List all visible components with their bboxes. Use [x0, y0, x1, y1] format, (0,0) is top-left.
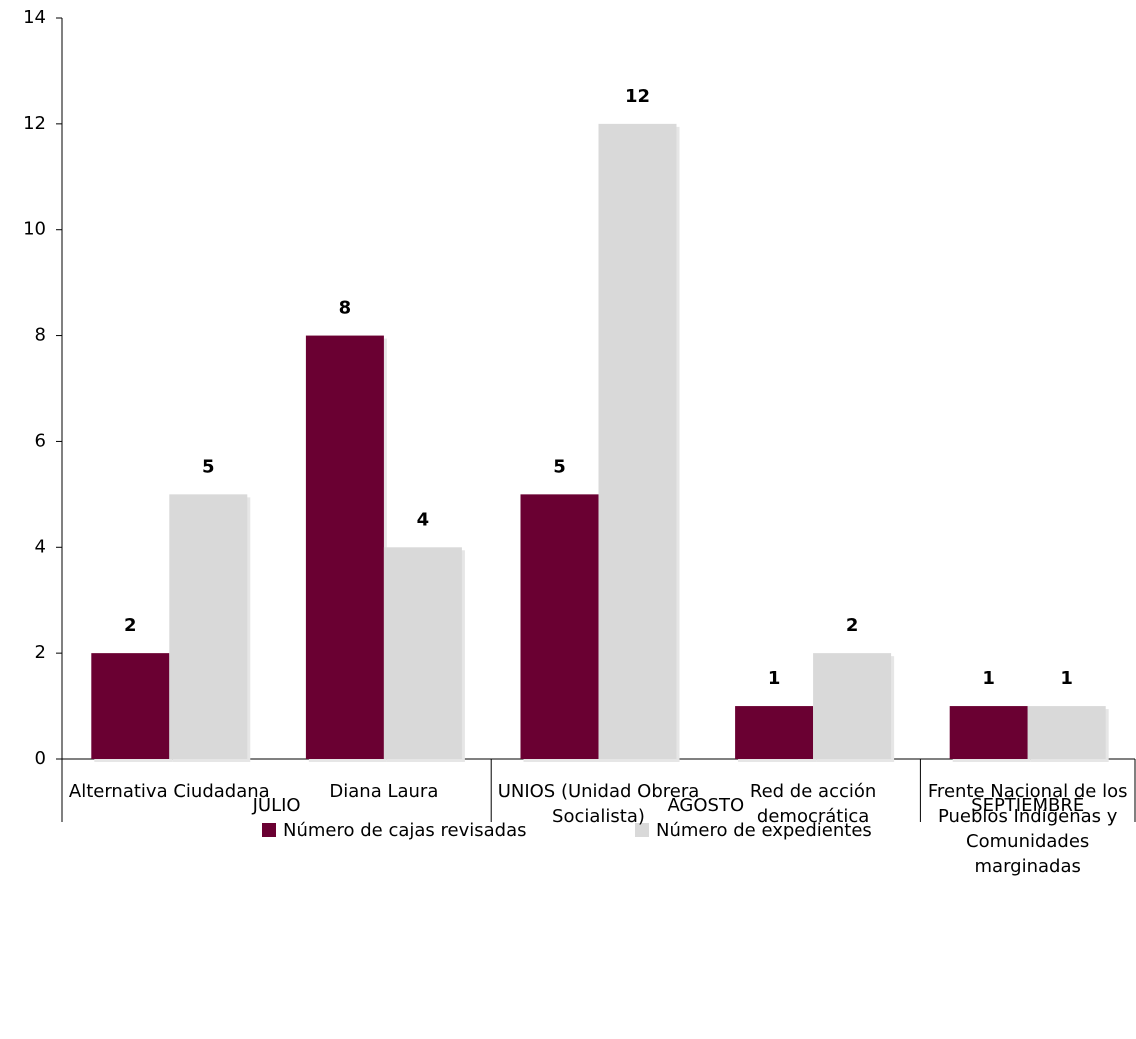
- legend-label: Número de cajas revisadas: [283, 820, 526, 841]
- group-label: JULIO: [252, 795, 301, 816]
- bar: [598, 123, 677, 760]
- bar: [91, 653, 170, 759]
- y-tick-label: 6: [35, 430, 46, 451]
- x-tick-label: UNIOS (Unidad Obrera Socialista): [497, 781, 700, 827]
- y-tick-label: 4: [35, 536, 46, 557]
- bar: [383, 547, 462, 759]
- x-tick-label: Red de acción democrática: [749, 781, 877, 827]
- x-tick-label: Alternativa Ciudadana: [68, 781, 270, 802]
- value-label: 4: [417, 509, 430, 530]
- bar: [520, 494, 599, 759]
- value-label: 1: [982, 668, 995, 689]
- value-label: 2: [124, 615, 137, 636]
- value-label: 5: [553, 456, 566, 477]
- legend-label: Número de expedientes: [656, 820, 872, 841]
- y-tick-label: 8: [35, 325, 46, 346]
- x-tick-label: Diana Laura: [329, 781, 439, 802]
- group-label: AGOSTO: [667, 795, 744, 816]
- y-tick-label: 2: [35, 642, 46, 663]
- y-tick-label: 0: [35, 748, 46, 769]
- value-label: 1: [768, 668, 781, 689]
- value-label: 8: [339, 298, 352, 319]
- bar: [169, 494, 248, 759]
- value-label: 5: [202, 456, 215, 477]
- legend-swatch: [262, 823, 276, 837]
- x-tick-label: Frente Nacional de los Pueblos Indígenas…: [927, 781, 1128, 877]
- y-tick-label: 10: [23, 219, 46, 240]
- group-label: SEPTIEMBRE: [971, 795, 1084, 816]
- legend-swatch: [635, 823, 649, 837]
- bar: [949, 706, 1028, 759]
- value-label: 12: [625, 86, 650, 107]
- bar: [735, 706, 814, 759]
- y-tick-label: 12: [23, 113, 46, 134]
- value-label: 1: [1060, 668, 1073, 689]
- bar: [1027, 706, 1106, 759]
- value-label: 2: [846, 615, 859, 636]
- y-tick-label: 14: [23, 7, 46, 28]
- bar: [305, 335, 384, 759]
- bar: [813, 653, 892, 759]
